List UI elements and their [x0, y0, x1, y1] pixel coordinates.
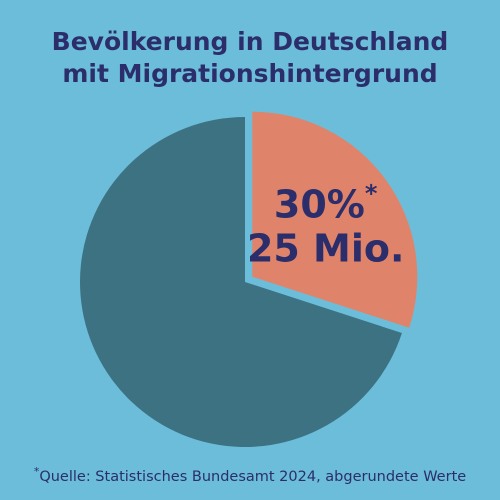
count-label: 25 Mio.	[247, 226, 405, 270]
pie-slice	[252, 111, 418, 328]
source-note: *Quelle: Statistisches Bundesamt 2024, a…	[34, 465, 466, 485]
slice-label: 30%*	[274, 179, 378, 226]
chart-title: mit Migrationshintergrund	[62, 59, 437, 88]
note-marker: *	[34, 465, 40, 478]
chart-title: Bevölkerung in Deutschland	[52, 27, 449, 56]
value-label: 30%	[274, 182, 365, 226]
pie-slice	[79, 117, 402, 448]
source: Quelle: Statistisches Bundesamt 2024, ab…	[39, 469, 466, 485]
note-marker: *	[365, 179, 378, 207]
